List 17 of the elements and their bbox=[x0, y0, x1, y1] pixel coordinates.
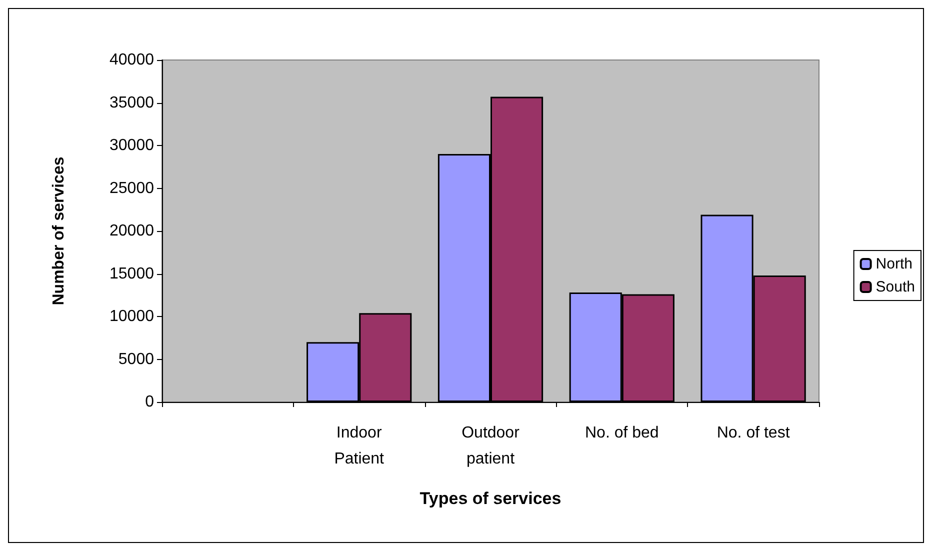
x-tick-label: No. of test bbox=[716, 424, 790, 442]
x-tick-label: Indoor Patient bbox=[334, 424, 385, 468]
y-tick-label: 5000 bbox=[118, 350, 154, 368]
y-tick-label: 30000 bbox=[110, 137, 154, 154]
x-tick-label: Outdoor patient bbox=[462, 424, 520, 468]
y-tick-label: 0 bbox=[145, 394, 154, 410]
y-axis-title: Number of services bbox=[50, 156, 68, 306]
y-tick-label: 25000 bbox=[110, 180, 154, 197]
legend-label: North bbox=[876, 256, 912, 272]
legend-label: South bbox=[876, 278, 916, 296]
y-tick-label: 15000 bbox=[110, 265, 154, 282]
x-tick-label: No. of bed bbox=[584, 424, 659, 442]
y-tick-label: 40000 bbox=[110, 52, 154, 68]
x-axis-title: Types of services bbox=[420, 489, 562, 508]
y-tick-label: 20000 bbox=[110, 222, 154, 240]
y-tick-label: 10000 bbox=[110, 308, 154, 325]
y-tick-label: 35000 bbox=[110, 94, 154, 112]
